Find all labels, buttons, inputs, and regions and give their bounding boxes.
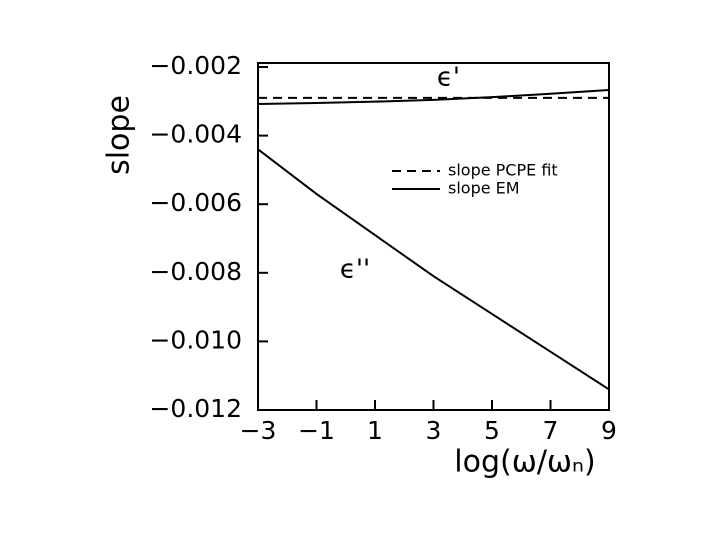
- legend-label: slope EM: [448, 179, 520, 198]
- x-axis-label: log(ω/ωₙ): [454, 445, 595, 480]
- x-tick-label: 5: [484, 416, 500, 445]
- x-tick-label: 1: [367, 416, 383, 445]
- y-tick-label: −0.008: [149, 257, 242, 286]
- y-tick-label: −0.010: [149, 325, 242, 354]
- x-tick-label: −1: [298, 416, 335, 445]
- y-tick-label: −0.004: [149, 120, 242, 149]
- y-tick-label: −0.002: [149, 51, 242, 80]
- x-tick-label: 7: [543, 416, 559, 445]
- y-tick-label: −0.012: [149, 394, 242, 423]
- x-tick-label: −3: [240, 416, 277, 445]
- y-axis-label: slope: [102, 95, 137, 175]
- y-tick-label: −0.006: [149, 188, 242, 217]
- legend-label: slope PCPE fit: [448, 161, 558, 180]
- series-line: [257, 88, 610, 106]
- curve-label: ϵ'': [340, 255, 370, 285]
- series-line: [257, 148, 610, 391]
- x-tick-label: 9: [601, 416, 617, 445]
- curve-label: ϵ': [437, 62, 460, 92]
- x-tick-label: 3: [426, 416, 442, 445]
- plot-frame: [257, 62, 610, 411]
